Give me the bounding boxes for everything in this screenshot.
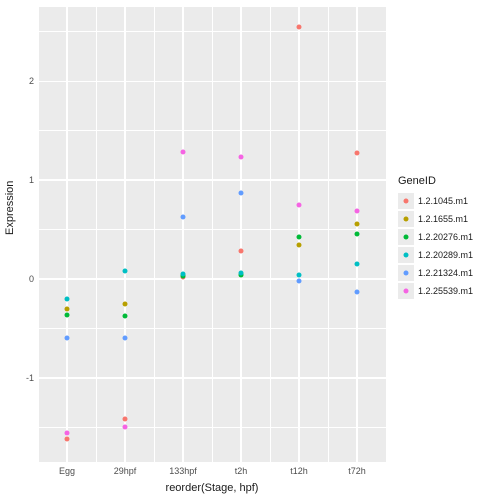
legend-items: 1.2.1045.m1 1.2.1655.m1 1.2.20276.m1 1.2.20…: [398, 193, 473, 299]
data-point: [297, 278, 302, 283]
legend-title: GeneID: [398, 175, 473, 187]
plot-panel: [38, 7, 386, 462]
x-tick-label: 29hpf: [114, 466, 137, 476]
data-point: [181, 272, 186, 277]
legend-dot: [404, 253, 409, 258]
legend-dot: [404, 217, 409, 222]
grid-minor-v: [328, 7, 329, 462]
data-point: [239, 155, 244, 160]
data-point: [297, 235, 302, 240]
legend-dot: [404, 289, 409, 294]
data-point: [181, 150, 186, 155]
x-tick-label: Egg: [59, 466, 75, 476]
legend-key: [398, 247, 414, 263]
data-point: [239, 271, 244, 276]
legend-item: 1.2.25539.m1: [398, 283, 473, 299]
data-point: [355, 289, 360, 294]
data-point: [355, 221, 360, 226]
grid-minor-v: [38, 7, 39, 462]
data-point: [355, 262, 360, 267]
data-point: [297, 273, 302, 278]
data-point: [355, 231, 360, 236]
x-tick-label: t72h: [348, 466, 366, 476]
data-point: [181, 214, 186, 219]
data-point: [65, 437, 70, 442]
y-tick-label: -1: [26, 373, 34, 383]
x-tick-label: t2h: [235, 466, 248, 476]
legend: GeneID 1.2.1045.m1 1.2.1655.m1 1.2.20276.m…: [398, 175, 473, 301]
legend-key: [398, 265, 414, 281]
grid-major-v: [182, 7, 183, 462]
legend-label: 1.2.25539.m1: [418, 286, 473, 296]
y-tick-label: 2: [29, 76, 34, 86]
legend-item: 1.2.20289.m1: [398, 247, 473, 263]
data-point: [123, 313, 128, 318]
data-point: [65, 431, 70, 436]
data-point: [123, 336, 128, 341]
legend-item: 1.2.1655.m1: [398, 211, 473, 227]
legend-dot: [404, 199, 409, 204]
grid-major-v: [124, 7, 125, 462]
legend-item: 1.2.21324.m1: [398, 265, 473, 281]
data-point: [65, 296, 70, 301]
x-axis-title: reorder(Stage, hpf): [166, 482, 259, 494]
grid-minor-v: [96, 7, 97, 462]
data-point: [65, 312, 70, 317]
data-point: [355, 208, 360, 213]
grid-major-v: [66, 7, 67, 462]
data-point: [65, 306, 70, 311]
y-tick-label: 0: [29, 274, 34, 284]
legend-key: [398, 283, 414, 299]
data-point: [239, 190, 244, 195]
legend-label: 1.2.20289.m1: [418, 250, 473, 260]
data-point: [123, 301, 128, 306]
figure: Egg 29hpf 133hpf t2h t12h t72h -1 0 1 2 reorder(…: [0, 0, 504, 504]
grid-minor-v: [386, 7, 387, 462]
legend-key: [398, 229, 414, 245]
grid-minor-v: [154, 7, 155, 462]
y-axis-title: Expression: [4, 180, 16, 234]
legend-key: [398, 193, 414, 209]
data-point: [239, 249, 244, 254]
data-point: [355, 151, 360, 156]
data-point: [297, 243, 302, 248]
grid-major-v: [240, 7, 241, 462]
legend-dot: [404, 271, 409, 276]
grid-minor-v: [212, 7, 213, 462]
legend-label: 1.2.21324.m1: [418, 268, 473, 278]
data-point: [123, 417, 128, 422]
legend-dot: [404, 235, 409, 240]
x-tick-label: 133hpf: [169, 466, 197, 476]
y-tick-label: 1: [29, 175, 34, 185]
data-point: [65, 336, 70, 341]
legend-label: 1.2.1045.m1: [418, 196, 468, 206]
legend-item: 1.2.1045.m1: [398, 193, 473, 209]
legend-key: [398, 211, 414, 227]
data-point: [123, 425, 128, 430]
legend-label: 1.2.20276.m1: [418, 232, 473, 242]
grid-minor-v: [270, 7, 271, 462]
data-point: [297, 202, 302, 207]
legend-item: 1.2.20276.m1: [398, 229, 473, 245]
data-point: [297, 24, 302, 29]
data-point: [123, 269, 128, 274]
x-tick-label: t12h: [290, 466, 308, 476]
legend-label: 1.2.1655.m1: [418, 214, 468, 224]
